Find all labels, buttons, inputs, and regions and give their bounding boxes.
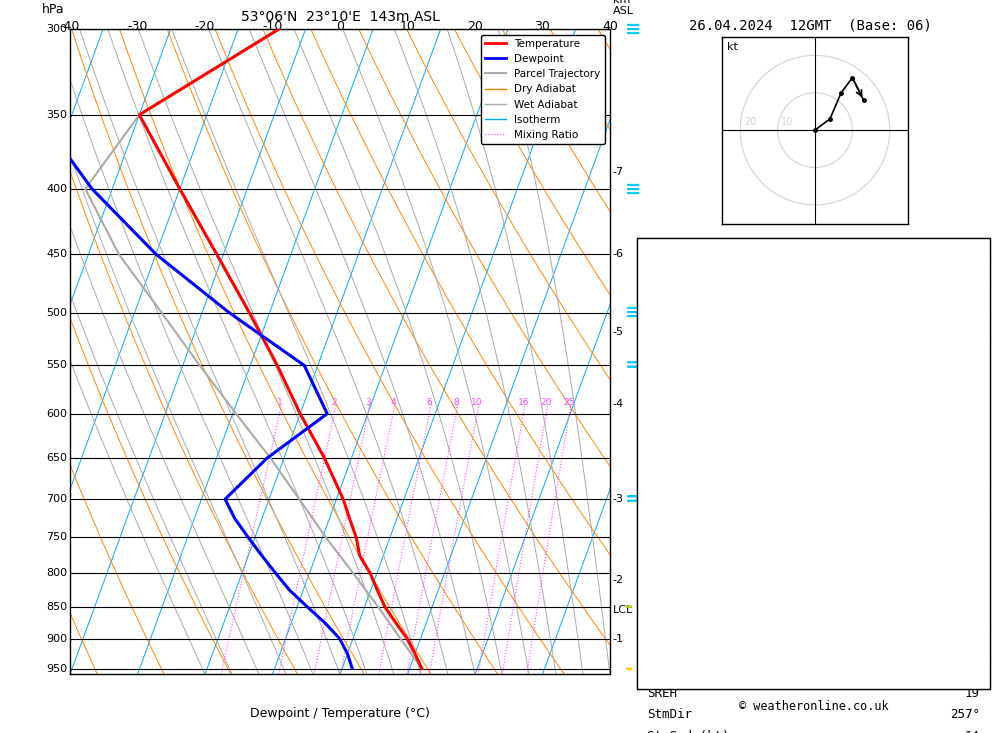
- Text: 10: 10: [400, 20, 415, 33]
- Text: θε(K): θε(K): [647, 391, 684, 404]
- Text: PW (cm): PW (cm): [647, 285, 700, 298]
- Text: 26.04.2024  12GMT  (Base: 06): 26.04.2024 12GMT (Base: 06): [689, 18, 931, 32]
- Text: 19: 19: [965, 687, 980, 700]
- Text: 600: 600: [46, 409, 67, 419]
- Text: 20: 20: [467, 20, 483, 33]
- Text: 6: 6: [426, 398, 432, 408]
- Text: CIN (J): CIN (J): [647, 603, 700, 616]
- Text: 0: 0: [972, 603, 980, 616]
- Text: Totals Totals: Totals Totals: [647, 264, 744, 277]
- Text: 10: 10: [471, 398, 483, 408]
- Text: 7: 7: [972, 560, 980, 573]
- Text: =: =: [625, 356, 642, 375]
- Text: =: =: [625, 490, 642, 509]
- Text: © weatheronline.co.uk: © weatheronline.co.uk: [739, 700, 888, 713]
- Text: km
ASL: km ASL: [613, 0, 634, 16]
- Text: 1: 1: [277, 398, 282, 408]
- Text: 8: 8: [453, 398, 459, 408]
- Text: 10: 10: [781, 117, 794, 127]
- Text: ≡: ≡: [625, 20, 641, 39]
- Text: 40: 40: [602, 20, 618, 33]
- Text: 20: 20: [744, 117, 756, 127]
- Text: -20: -20: [195, 20, 215, 33]
- Text: 300: 300: [46, 24, 67, 34]
- Text: 700: 700: [46, 494, 67, 504]
- Text: CAPE (J): CAPE (J): [647, 433, 707, 446]
- Text: -4: -4: [613, 399, 624, 410]
- Text: 550: 550: [46, 361, 67, 370]
- Text: 257°: 257°: [950, 708, 980, 721]
- Text: 900: 900: [46, 633, 67, 644]
- Text: Dewpoint / Temperature (°C): Dewpoint / Temperature (°C): [250, 707, 430, 720]
- Text: -7: -7: [613, 167, 624, 177]
- Text: -: -: [625, 659, 633, 678]
- Text: 3: 3: [365, 398, 371, 408]
- Text: Hodograph: Hodograph: [780, 632, 847, 645]
- Text: 450: 450: [46, 249, 67, 259]
- Text: CIN (J): CIN (J): [647, 455, 700, 468]
- Text: -2: -2: [613, 575, 624, 585]
- Text: 650: 650: [46, 453, 67, 463]
- Text: Mixing Ratio (g/kg): Mixing Ratio (g/kg): [659, 331, 669, 437]
- Text: 400: 400: [46, 184, 67, 194]
- Legend: Temperature, Dewpoint, Parcel Trajectory, Dry Adiabat, Wet Adiabat, Isotherm, Mi: Temperature, Dewpoint, Parcel Trajectory…: [481, 34, 605, 144]
- Text: StmDir: StmDir: [647, 708, 692, 721]
- Text: -10: -10: [262, 20, 283, 33]
- Text: Most Unstable: Most Unstable: [765, 484, 862, 497]
- Text: 0.89: 0.89: [950, 285, 980, 298]
- Text: 30: 30: [535, 20, 550, 33]
- Text: SREH: SREH: [647, 687, 677, 700]
- Text: K: K: [647, 243, 654, 256]
- Text: Pressure (mb): Pressure (mb): [647, 517, 744, 530]
- Text: 297: 297: [958, 539, 980, 552]
- Text: -: -: [625, 597, 633, 616]
- Text: 7: 7: [972, 412, 980, 425]
- Text: 5: 5: [972, 666, 980, 678]
- Text: 4: 4: [390, 398, 396, 408]
- Text: StmSpd (kt): StmSpd (kt): [647, 730, 730, 733]
- Text: 11: 11: [965, 243, 980, 256]
- Text: -30: -30: [127, 20, 148, 33]
- Text: EH: EH: [647, 666, 662, 678]
- Title: 53°06'N  23°10'E  143m ASL: 53°06'N 23°10'E 143m ASL: [241, 10, 439, 24]
- Text: 14: 14: [965, 730, 980, 733]
- Text: 850: 850: [46, 602, 67, 612]
- Text: hPa: hPa: [42, 4, 65, 16]
- Text: Surface: Surface: [787, 314, 840, 328]
- Text: -5: -5: [613, 327, 624, 337]
- Text: 16: 16: [518, 398, 529, 408]
- Text: 20: 20: [540, 398, 552, 408]
- Text: ≡: ≡: [625, 303, 641, 322]
- Text: 350: 350: [46, 110, 67, 119]
- Text: 800: 800: [46, 568, 67, 578]
- Text: ≡: ≡: [625, 180, 641, 199]
- Text: -6: -6: [613, 249, 624, 259]
- Text: 1.5: 1.5: [958, 369, 980, 382]
- Text: 0: 0: [336, 20, 344, 33]
- Text: 93: 93: [965, 433, 980, 446]
- Text: 0: 0: [972, 455, 980, 468]
- Text: θε (K): θε (K): [647, 539, 692, 552]
- Text: CAPE (J): CAPE (J): [647, 581, 707, 594]
- Text: 2: 2: [331, 398, 337, 408]
- Text: LCL: LCL: [613, 605, 633, 615]
- Text: 297: 297: [958, 391, 980, 404]
- Text: kt: kt: [727, 43, 738, 52]
- Text: Lifted Index: Lifted Index: [647, 560, 737, 573]
- Text: -3: -3: [613, 494, 624, 504]
- Text: 996: 996: [958, 517, 980, 530]
- Text: 43: 43: [965, 264, 980, 277]
- Text: 750: 750: [46, 532, 67, 542]
- Text: 11.8: 11.8: [950, 347, 980, 361]
- Text: Lifted Index: Lifted Index: [647, 412, 737, 425]
- Text: 93: 93: [965, 581, 980, 594]
- Text: -40: -40: [60, 20, 80, 33]
- Text: Temp (°C): Temp (°C): [647, 347, 714, 361]
- Text: -1: -1: [613, 633, 624, 644]
- Text: 25: 25: [564, 398, 575, 408]
- Text: 500: 500: [46, 308, 67, 317]
- Text: Dewp (°C): Dewp (°C): [647, 369, 714, 382]
- Text: 950: 950: [46, 663, 67, 674]
